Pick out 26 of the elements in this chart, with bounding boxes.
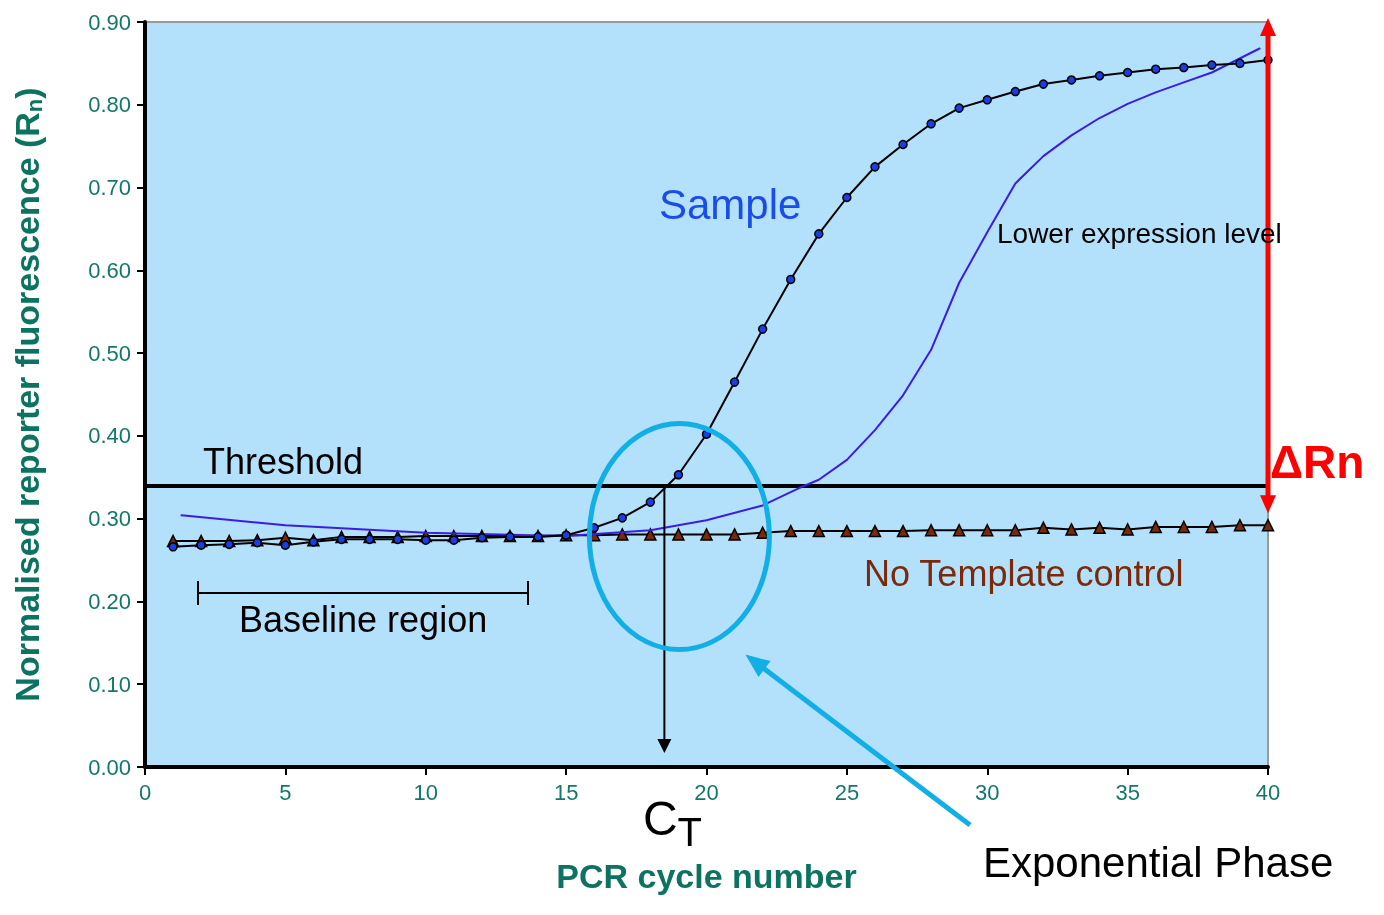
annotation: Sample xyxy=(659,181,802,229)
text: ΔRn xyxy=(1270,435,1365,489)
x-tick-label: 35 xyxy=(1115,779,1140,805)
x-tick-label: 25 xyxy=(834,779,860,805)
ref-line-label: Threshold xyxy=(203,441,364,483)
y-tick-label: 0.40 xyxy=(88,423,131,449)
x-tick-label: 10 xyxy=(413,779,438,805)
y-tick-label: 0.50 xyxy=(88,340,131,366)
y-tick-label: 0.70 xyxy=(88,175,131,201)
annotation: No Template control xyxy=(864,553,1184,595)
y-tick-label: 0.30 xyxy=(88,506,131,532)
y-tick-label: 0.80 xyxy=(88,92,131,118)
annotation: Baseline region xyxy=(239,599,488,641)
x-tick-label: 40 xyxy=(1255,779,1281,805)
y-tick-label: 0.10 xyxy=(88,671,131,697)
y-tick-label: 0.90 xyxy=(88,9,131,35)
x-tick-label: 5 xyxy=(279,779,292,805)
y-tick-label: 0.20 xyxy=(88,588,131,614)
x-axis-title: PCR cycle number xyxy=(556,857,857,895)
y-tick-label: 0.60 xyxy=(88,257,131,283)
y-axis-title: Normalised reporter fluorescence (Rn) xyxy=(8,87,47,702)
text: Exponential Phase xyxy=(983,839,1334,887)
x-tick-label: 0 xyxy=(138,779,152,805)
y-tick-label: 0.00 xyxy=(88,754,131,780)
x-tick-label: 30 xyxy=(975,779,1000,805)
x-tick-label: 15 xyxy=(553,779,579,805)
